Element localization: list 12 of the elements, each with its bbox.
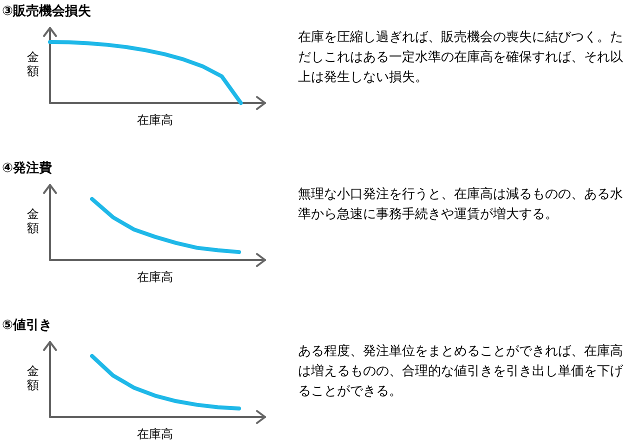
y-axis-title: 金額 (27, 50, 39, 78)
chart-title: ④発注費 (2, 160, 52, 176)
text: 無理な小口発注を行うと、在庫高は減るものの、ある水準から急速に事務手続きや運賃が増大する。 (298, 186, 624, 224)
chart-title: ⑤値引き (2, 318, 52, 333)
chart-title: ③販売機会損失 (2, 3, 92, 19)
x-axis-title: 在庫高 (137, 427, 173, 441)
y-axis-title: 金額 (27, 207, 39, 235)
text: ある程度、発注単位をまとめることができれば、在庫高は増えるものの、合理的な値引きを引き出し単価を下げることができる。 (298, 343, 624, 401)
y-axis-title: 金額 (27, 364, 39, 392)
text: 在庫を圧縮し過ぎれば、販売機会の喪失に結びつく。ただしこれはある一定水準の在庫高を確保すれば、それ以上は発生しない損失。 (298, 29, 624, 87)
x-axis-title: 在庫高 (137, 113, 173, 127)
x-axis-title: 在庫高 (137, 270, 173, 284)
